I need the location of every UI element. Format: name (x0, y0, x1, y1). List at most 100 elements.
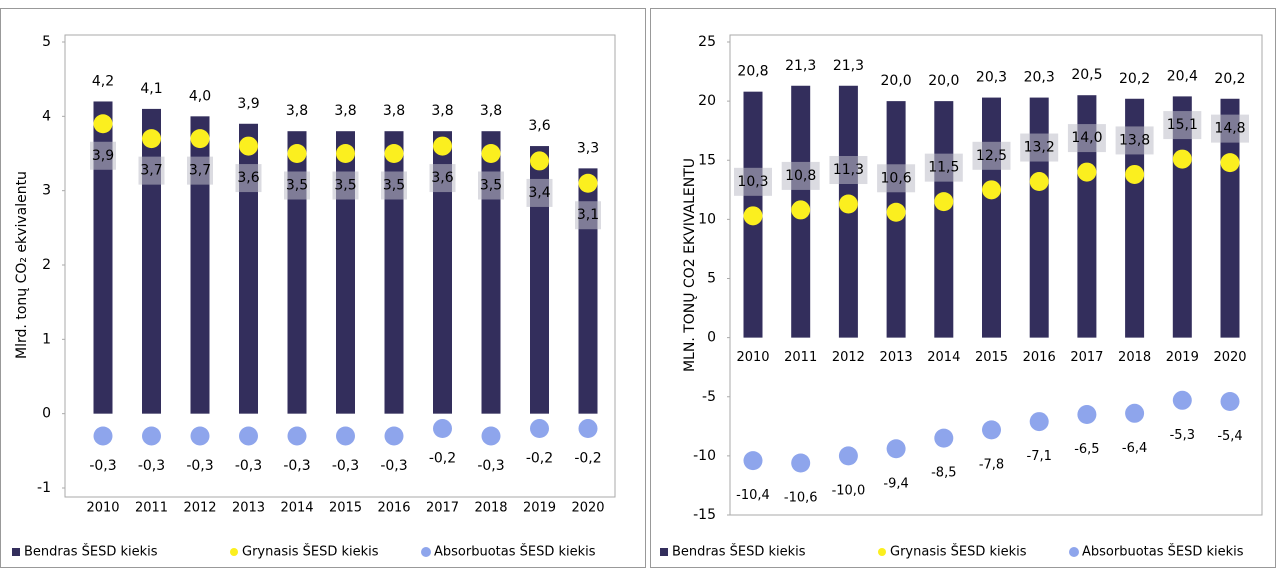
point (743, 451, 763, 471)
x-tick-label: 2011 (784, 350, 817, 365)
value-label: 20,3 (1024, 70, 1055, 86)
label-box (478, 171, 504, 200)
legend-label: Bendras ŠESD kiekis (672, 544, 806, 560)
label-box (1163, 111, 1202, 140)
point (433, 419, 452, 439)
bar (384, 131, 404, 414)
x-tick-label: 2015 (329, 501, 362, 516)
label-box (781, 161, 820, 190)
bar (93, 101, 113, 414)
point (142, 426, 161, 446)
value-label: -0,3 (235, 458, 262, 474)
y-axis-label: MLN. TONŲ CO2 EKVIVALENTU (682, 158, 698, 372)
point (1125, 164, 1145, 184)
label-box (332, 171, 359, 200)
label-box (1115, 126, 1154, 155)
y-tick-label: -15 (693, 507, 716, 523)
value-label: 3,8 (383, 103, 405, 119)
x-tick-label: 2018 (474, 501, 507, 516)
legend-swatch (878, 548, 886, 556)
point (1077, 404, 1097, 424)
value-label: 10,8 (785, 168, 816, 184)
point (1077, 162, 1097, 182)
x-tick-label: 2020 (571, 501, 604, 516)
value-label: -0,3 (380, 458, 407, 474)
value-label: -0,3 (477, 458, 504, 474)
point (838, 446, 858, 466)
point (287, 426, 307, 446)
point (1029, 412, 1049, 432)
value-label: 3,5 (334, 178, 356, 194)
label-box (924, 153, 963, 182)
bar (934, 101, 954, 338)
point (1125, 403, 1145, 423)
value-label: 3,3 (577, 140, 599, 156)
point (1220, 391, 1240, 411)
legend-swatch (230, 548, 238, 556)
value-label: 3,5 (383, 178, 405, 194)
legend-swatch (1069, 547, 1079, 557)
value-label: -10,4 (736, 488, 770, 503)
value-label: 3,6 (237, 170, 259, 186)
value-label: -0,3 (138, 458, 165, 474)
value-label: -9,4 (883, 476, 908, 491)
point (578, 173, 598, 193)
x-tick-label: 2012 (832, 350, 865, 365)
y-tick-label: -10 (693, 448, 716, 464)
plot-frame (64, 34, 616, 498)
point (287, 144, 307, 163)
value-label: -6,4 (1122, 441, 1147, 456)
value-label: 11,3 (833, 162, 864, 178)
y-tick-label: 5 (707, 271, 716, 287)
bar (982, 97, 1001, 338)
value-label: -7,1 (1027, 449, 1052, 464)
label-box (381, 171, 407, 200)
x-tick-label: 2014 (280, 501, 313, 516)
value-label: -0,3 (89, 458, 116, 474)
bar (142, 108, 161, 414)
y-tick-label: 1 (42, 331, 51, 347)
y-tick-label: -5 (702, 389, 716, 405)
legend-swatch (12, 548, 20, 556)
point (886, 202, 906, 222)
y-tick-label: 4 (42, 108, 51, 124)
x-tick-label: 2019 (1166, 350, 1199, 365)
x-tick-label: 2014 (927, 350, 960, 365)
bar (287, 131, 307, 414)
point (481, 426, 501, 446)
legend-label: Grynasis ŠESD kiekis (242, 544, 379, 560)
label-box (429, 164, 456, 193)
point (1172, 149, 1192, 169)
value-label: 20,0 (881, 73, 912, 89)
value-label: 3,8 (286, 103, 308, 119)
value-label: -6,5 (1074, 442, 1099, 457)
point (934, 192, 954, 212)
y-tick-label: -1 (37, 480, 51, 496)
value-label: 21,3 (785, 58, 816, 74)
value-label: 3,9 (92, 148, 114, 164)
x-tick-label: 2012 (183, 501, 216, 516)
value-label: 3,6 (528, 118, 550, 134)
legend-label: Absorbuotas ŠESD kiekis (1082, 544, 1244, 560)
value-label: 20,0 (928, 73, 959, 89)
point (384, 144, 404, 163)
point (743, 206, 763, 226)
point (93, 114, 113, 134)
point (1172, 390, 1192, 410)
panel (650, 8, 1276, 568)
point (578, 419, 598, 439)
label-box (526, 178, 553, 207)
point (384, 426, 404, 446)
value-label: 3,8 (480, 103, 502, 119)
y-axis-label: Mlrd. tonų CO₂ ekvivalentu (14, 171, 30, 359)
point (886, 439, 906, 459)
value-label: -5,4 (1217, 429, 1242, 444)
x-tick-label: 2017 (426, 501, 459, 516)
value-label: -0,3 (186, 458, 213, 474)
value-label: -0,2 (574, 451, 601, 467)
label-box (187, 156, 213, 185)
value-label: 14,0 (1071, 130, 1102, 146)
value-label: 20,8 (737, 64, 768, 80)
value-label: 20,2 (1214, 71, 1245, 87)
